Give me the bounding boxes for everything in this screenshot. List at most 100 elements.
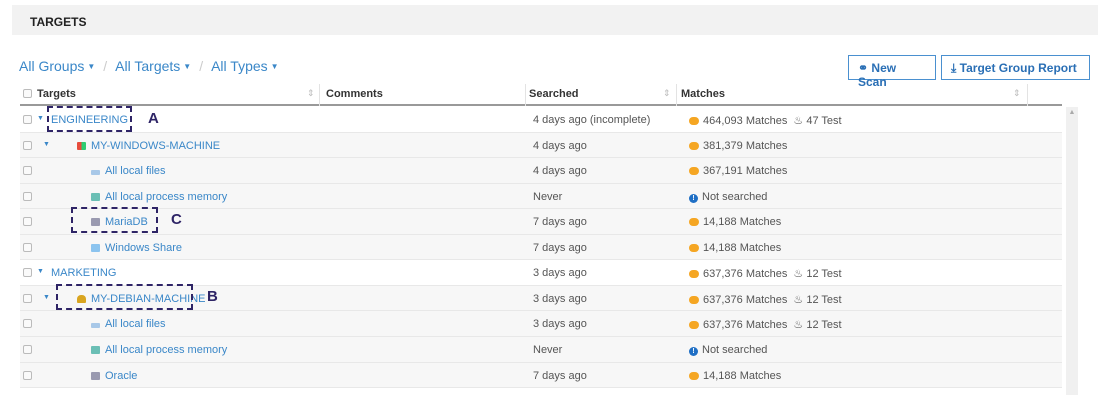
select-all-checkbox[interactable] — [23, 89, 32, 98]
expand-toggle-icon[interactable]: ▼ — [43, 140, 50, 148]
caret-down-icon: ▼ — [183, 62, 192, 71]
row-checkbox[interactable] — [23, 115, 32, 124]
expand-toggle-icon[interactable]: ▼ — [37, 268, 44, 276]
target-link[interactable]: MARKETING — [51, 267, 117, 280]
target-link[interactable]: ENGINEERING — [51, 114, 129, 126]
test-icon: ♨ — [793, 268, 804, 281]
drive-icon — [91, 323, 100, 329]
info-icon: ! — [689, 193, 698, 203]
separator: / — [199, 58, 204, 74]
matches-icon — [689, 218, 699, 227]
target-link[interactable]: Windows Share — [91, 242, 182, 254]
annotation-box-c — [71, 207, 158, 233]
table-row[interactable]: ▼ MARKETING 3 days ago 637,376 Matches ♨ 12 … — [20, 260, 1062, 286]
row-checkbox[interactable] — [23, 268, 32, 278]
drive-icon — [91, 170, 100, 176]
table-row[interactable]: ▼ MY-DEBIAN-MACHINE 3 days ago 637,376 Matc… — [20, 285, 1062, 312]
table-row[interactable]: MariaDB 7 days ago 14,188 Matches — [20, 209, 1062, 235]
column-searched[interactable]: Searched — [529, 88, 579, 100]
target-link[interactable]: All local process memory — [91, 191, 227, 203]
matches-icon — [689, 141, 699, 150]
filter-types[interactable]: All Types ▼ — [211, 58, 279, 74]
matches-cell[interactable]: 637,376 Matches ♨ 12 Test — [689, 293, 842, 306]
matches-cell[interactable]: 14,188 Matches — [689, 216, 781, 228]
row-checkbox[interactable] — [23, 344, 32, 354]
caret-down-icon: ▼ — [87, 62, 96, 71]
matches-icon — [689, 167, 699, 176]
row-checkbox[interactable] — [23, 319, 32, 329]
annotation-label-b: B — [207, 288, 218, 305]
target-link[interactable]: MY-DEBIAN-MACHINE — [77, 293, 206, 305]
table-row[interactable]: All local files 4 days ago 367,191 Matches — [20, 158, 1062, 184]
searched-cell: Never — [533, 190, 563, 203]
row-checkbox[interactable] — [23, 370, 32, 380]
searched-cell: 3 days ago — [533, 318, 587, 331]
matches-icon — [689, 295, 699, 304]
sort-icon[interactable]: ⇕ — [663, 88, 671, 98]
breadcrumb: All Groups ▼ / All Targets ▼ / All Types ▼ — [19, 58, 279, 74]
filter-targets[interactable]: All Targets ▼ — [115, 58, 192, 74]
row-checkbox[interactable] — [23, 191, 32, 201]
table-row[interactable]: ▼ MY-WINDOWS-MACHINE 4 days ago 381,379 Mat… — [20, 132, 1062, 159]
folder-icon — [91, 243, 100, 252]
matches-icon — [689, 371, 699, 380]
target-link[interactable]: Oracle — [91, 370, 137, 382]
row-checkbox[interactable] — [23, 140, 32, 150]
matches-cell[interactable]: 14,188 Matches — [689, 242, 781, 254]
matches-icon — [689, 243, 699, 252]
matches-cell[interactable]: 14,188 Matches — [689, 370, 781, 382]
searched-cell: 7 days ago — [533, 369, 587, 382]
sort-icon[interactable]: ⇕ — [1013, 88, 1021, 98]
table-row[interactable]: All local process memory Never ! Not search… — [20, 183, 1062, 210]
target-group-report-button[interactable]: ⤓ Target Group Report — [941, 55, 1090, 80]
annotation-box-b — [56, 284, 193, 310]
matches-cell[interactable]: ! Not searched — [689, 191, 767, 203]
matches-cell[interactable]: 464,093 Matches ♨ 47 Test — [689, 114, 842, 127]
searched-cell: 7 days ago — [533, 216, 587, 229]
table-row[interactable]: Oracle 7 days ago 14,188 Matches — [20, 362, 1062, 389]
table-row[interactable]: ▼ ENGINEERING 4 days ago (incomplete) 464,0… — [20, 107, 1062, 133]
page-title: TARGETS — [12, 5, 1098, 35]
matches-cell[interactable]: 367,191 Matches — [689, 165, 787, 177]
row-checkbox[interactable] — [23, 293, 32, 303]
target-link[interactable]: All local process memory — [91, 344, 227, 356]
matches-cell[interactable]: 637,376 Matches ♨ 12 Test — [689, 267, 842, 280]
target-link[interactable]: MY-WINDOWS-MACHINE — [77, 140, 220, 152]
searched-cell: 7 days ago — [533, 241, 587, 254]
table-row[interactable]: All local files 3 days ago 637,376 Matches… — [20, 311, 1062, 337]
annotation-box-a — [47, 106, 132, 132]
table-row[interactable]: Windows Share 7 days ago 14,188 Matches — [20, 234, 1062, 261]
new-scan-button[interactable]: ⚭ New Scan — [848, 55, 936, 89]
annotation-label-a: A — [148, 110, 159, 127]
download-icon: ⤓ — [951, 61, 957, 75]
matches-cell[interactable]: 381,379 Matches — [689, 140, 787, 152]
windows-icon — [77, 141, 86, 150]
target-link[interactable]: MariaDB — [91, 216, 148, 228]
binoculars-icon: ⚭ — [858, 61, 869, 75]
filter-groups[interactable]: All Groups ▼ — [19, 58, 96, 74]
column-comments[interactable]: Comments — [326, 88, 383, 100]
column-targets[interactable]: Targets — [37, 88, 76, 100]
matches-icon — [689, 117, 699, 125]
matches-icon — [689, 321, 699, 330]
column-matches[interactable]: Matches — [681, 88, 726, 100]
target-link[interactable]: All local files — [91, 318, 166, 330]
table-header: Targets ⇕ Comments Searched ⇕ Matches ⇕ — [20, 84, 1062, 106]
table-row[interactable]: All local process memory Never ! Not search… — [20, 336, 1062, 363]
memory-icon — [91, 192, 100, 201]
expand-toggle-icon[interactable]: ▼ — [43, 293, 50, 301]
searched-cell: 3 days ago — [533, 292, 587, 305]
row-checkbox[interactable] — [23, 166, 32, 176]
expand-toggle-icon[interactable]: ▼ — [37, 115, 44, 122]
matches-cell[interactable]: 637,376 Matches ♨ 12 Test — [689, 318, 842, 331]
separator: / — [103, 58, 108, 74]
row-checkbox[interactable] — [23, 217, 32, 227]
info-icon: ! — [689, 346, 698, 356]
matches-cell[interactable]: ! Not searched — [689, 344, 767, 356]
sort-icon[interactable]: ⇕ — [307, 88, 315, 98]
scrollbar[interactable]: ▲ — [1066, 107, 1078, 395]
target-link[interactable]: All local files — [91, 165, 166, 177]
row-checkbox[interactable] — [23, 242, 32, 252]
linux-icon — [77, 294, 86, 303]
test-icon: ♨ — [793, 293, 804, 306]
